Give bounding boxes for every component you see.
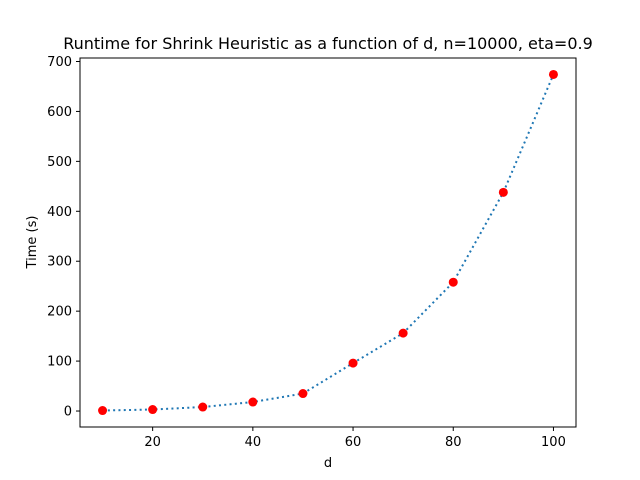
axes-frame: [79, 57, 577, 428]
y-axis-label: Time (s): [25, 216, 40, 270]
data-point: [198, 402, 208, 412]
y-tick-label: 100: [47, 355, 72, 370]
plot-area: 20 40 60 80 100 0 100 200 300 400 500 600 700: [47, 55, 577, 450]
data-point: [98, 406, 108, 416]
series-line: [102, 74, 555, 412]
data-point: [298, 389, 308, 399]
x-tick-label: 40: [245, 435, 262, 450]
x-tick-label: 100: [541, 435, 566, 450]
y-tick-label: 300: [47, 255, 72, 270]
data-point: [148, 405, 158, 415]
data-point: [448, 277, 458, 287]
data-point: [398, 328, 408, 338]
x-tick-label: 60: [345, 435, 362, 450]
y-tick-label: 200: [47, 305, 72, 320]
data-point: [348, 358, 358, 368]
y-tick-label: 600: [47, 105, 72, 120]
y-tick-label: 0: [64, 405, 72, 420]
data-point: [248, 397, 258, 407]
x-tick-label: 80: [445, 435, 462, 450]
x-tick-label: 20: [144, 435, 161, 450]
y-tick-label: 500: [47, 155, 72, 170]
data-point: [548, 69, 558, 79]
data-point: [498, 187, 508, 197]
y-tick-label: 400: [47, 205, 72, 220]
x-axis-label: d: [324, 456, 332, 471]
y-tick-label: 700: [47, 55, 72, 70]
chart-title: Runtime for Shrink Heuristic as a functi…: [63, 34, 593, 53]
